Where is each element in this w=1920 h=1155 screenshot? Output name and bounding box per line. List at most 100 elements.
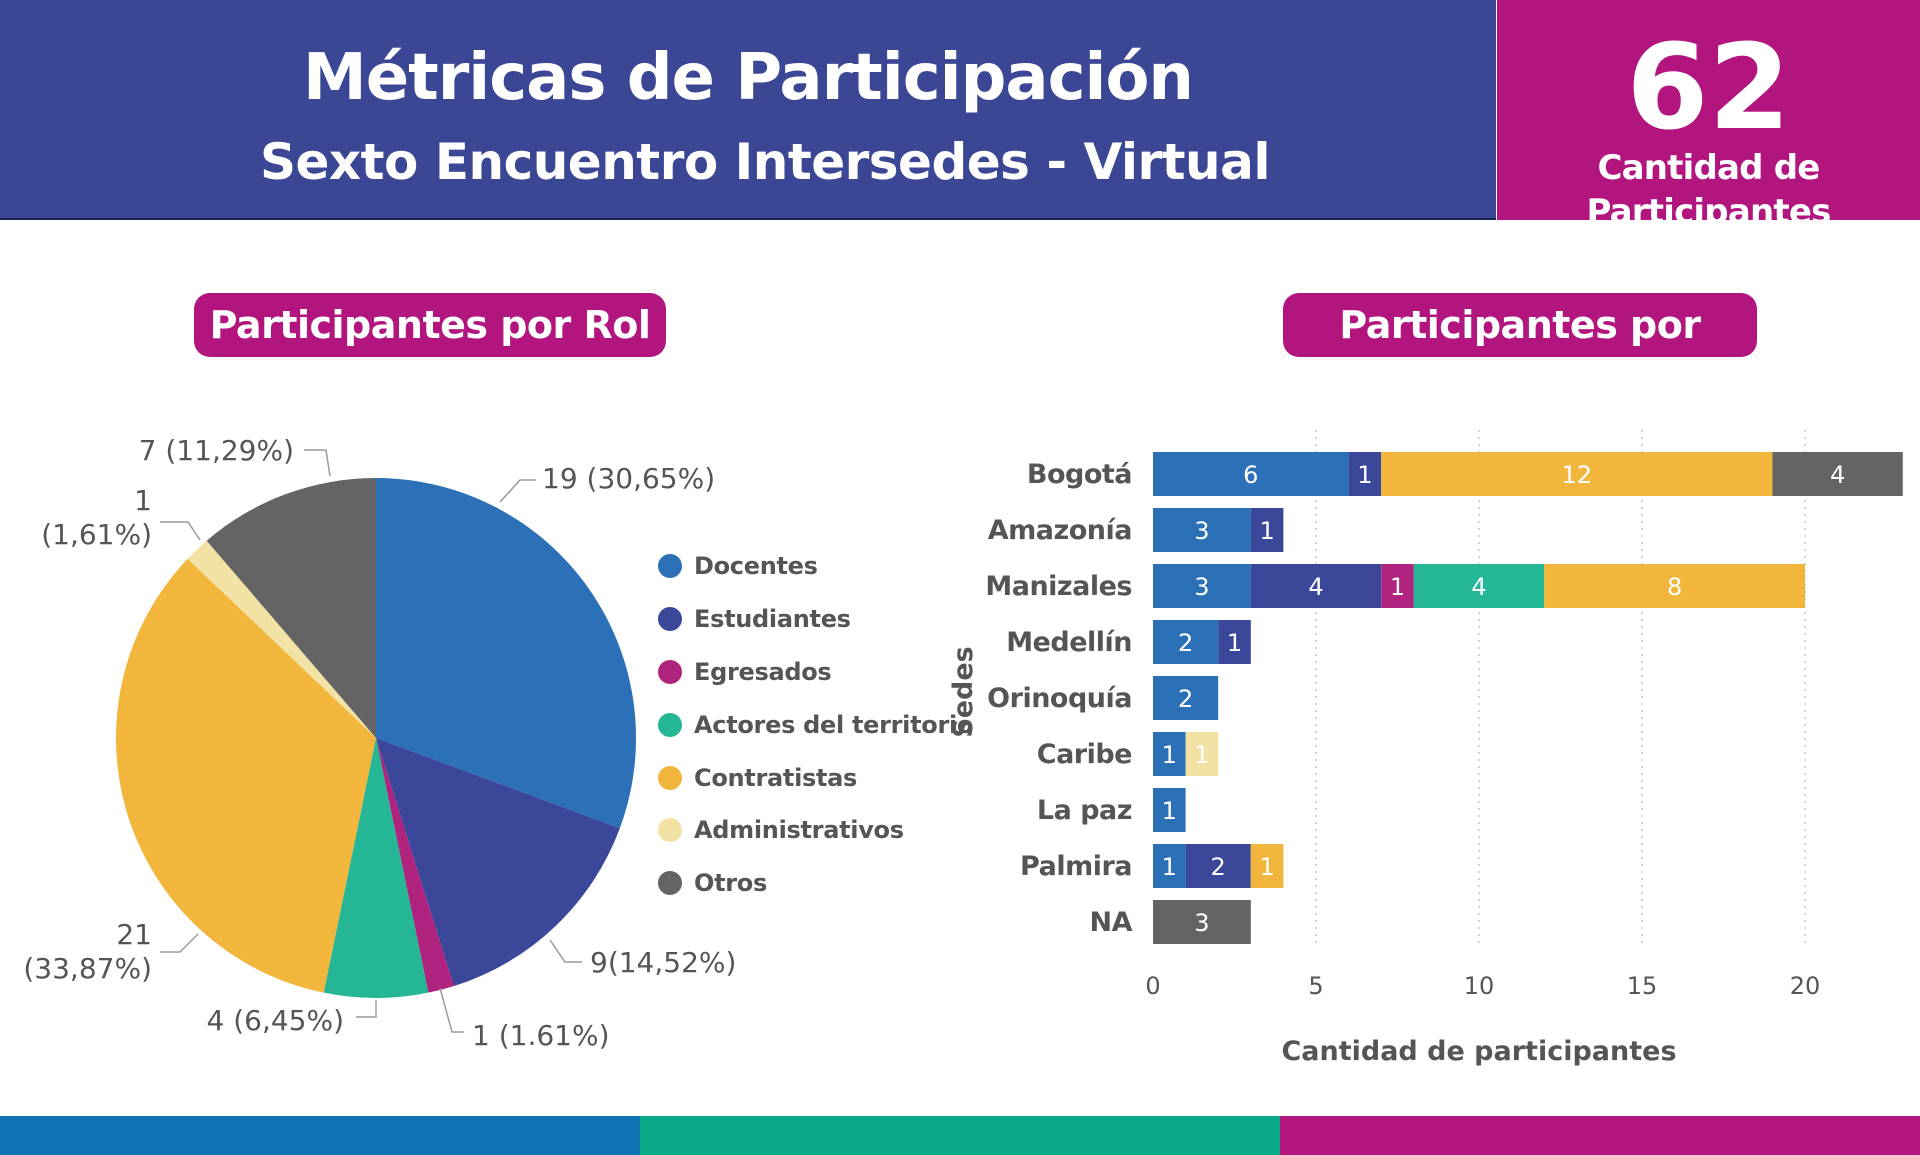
bar-value-label: 3 [1194, 909, 1209, 937]
bar-value-label: 8 [1667, 573, 1682, 601]
bar-segment-caribe-administrativos [1185, 732, 1219, 776]
legend-item-egresados: Egresados [658, 646, 973, 699]
bar-value-label: 4 [1308, 573, 1323, 601]
legend-swatch [658, 607, 682, 632]
bar-value-label: 2 [1178, 629, 1193, 657]
bar-segment-medellin-docentes [1153, 620, 1219, 664]
legend-label: Actores del territorio [694, 710, 974, 739]
pie-slice-actores-del-territorio [323, 738, 429, 999]
pie-label: 19 (30,65%) [542, 462, 715, 495]
bar-chart-title: Participantes por Sedes [1283, 293, 1757, 411]
bar-segment-amazonia-docentes [1153, 508, 1251, 552]
bar-value-label: 1 [1259, 853, 1274, 881]
bar-value-label: 1 [1162, 797, 1177, 825]
pie-leader-line [356, 1000, 377, 1018]
bar-segment-bogota-estudiantes [1348, 452, 1382, 496]
category-label-na: NA [1090, 907, 1133, 938]
category-label-palmira: Palmira [1020, 851, 1132, 882]
participant-count: 62 [1626, 18, 1791, 156]
legend-swatch [658, 712, 682, 737]
bar-segment-la-paz-docentes [1153, 788, 1186, 832]
pie-label: 1 (1.61%) [472, 1019, 610, 1052]
bar-value-label: 1 [1227, 629, 1242, 657]
bar-segment-bogota-docentes [1153, 452, 1349, 496]
bar-value-label: 3 [1194, 573, 1209, 601]
footer-strip-magenta [1280, 1116, 1920, 1155]
footer-strip-blue [0, 1116, 640, 1155]
bar-segment-caribe-docentes [1153, 732, 1186, 776]
category-label-orinoquia: Orinoquía [987, 683, 1132, 714]
bar-segment-na-otros [1153, 900, 1251, 944]
bar-segment-palmira-docentes [1153, 844, 1186, 888]
pie-chart: 19 (30,65%) 9(14,52%) 1 (1.61%) 4 (6,45%) 21… [23, 434, 736, 1052]
legend-swatch [658, 659, 682, 684]
bar-value-label: 2 [1211, 853, 1226, 881]
pie-label: 1 [134, 484, 152, 517]
x-axis-title: Cantidad de participantes [1281, 1036, 1676, 1067]
legend-label: Egresados [694, 657, 832, 686]
bar-value-label: 2 [1178, 685, 1193, 713]
bar-value-label: 1 [1259, 517, 1274, 545]
y-axis-title: Sedes [948, 646, 979, 737]
x-tick-label: 10 [1464, 972, 1495, 1000]
bar-segment-orinoquia-docentes [1153, 676, 1219, 720]
pie-slice-contratistas [115, 558, 376, 993]
bar-value-label: 1 [1162, 741, 1177, 769]
pie-label: 4 (6,45%) [206, 1004, 344, 1037]
bar-segment-palmira-contratistas [1250, 844, 1284, 888]
x-tick-label: 0 [1145, 972, 1160, 1000]
bar-value-label: 3 [1194, 517, 1209, 545]
legend-item-otros: Otros [658, 857, 973, 910]
category-label-medellin: Medellín [1006, 627, 1132, 658]
category-label-la-paz: La paz [1037, 795, 1132, 826]
legend-item-estudiantes: Estudiantes [658, 593, 973, 646]
pie-leader-line [499, 479, 536, 503]
pie-slice-docentes [376, 478, 637, 829]
pie-leader-line [160, 521, 201, 541]
page-title: Métricas de Participación [303, 41, 1194, 115]
pie-slice-administrativos [187, 540, 376, 738]
pie-slice-egresados [376, 738, 454, 993]
footer-strip-green [640, 1116, 1280, 1155]
bar-value-label: 1 [1357, 461, 1372, 489]
pie-label: 21 [116, 918, 152, 951]
legend-item-actores-del-territorio: Actores del territorio [658, 698, 973, 751]
category-label-caribe: Caribe [1037, 739, 1132, 770]
bar-segment-medellin-estudiantes [1218, 620, 1251, 664]
category-label-bogota: Bogotá [1027, 459, 1132, 490]
bar-value-label: 4 [1471, 573, 1486, 601]
pie-slice-estudiantes [376, 738, 620, 987]
bar-segment-manizales-estudiantes [1250, 564, 1382, 608]
participant-count-panel [1497, 0, 1920, 220]
category-label-amazonia: Amazonía [988, 515, 1132, 546]
bar-segment-manizales-contratistas [1544, 564, 1805, 608]
pie-leader-line [160, 933, 199, 953]
bar-value-label: 1 [1162, 853, 1177, 881]
bar-value-label: 12 [1562, 461, 1593, 489]
legend-swatch [658, 818, 682, 843]
bar-segment-bogota-contratistas [1381, 452, 1773, 496]
pie-legend: Docentes Estudiantes Egresados Actores del … [658, 540, 973, 910]
bar-segment-bogota-otros [1772, 452, 1903, 496]
legend-item-administrativos: Administrativos [658, 804, 973, 857]
legend-label: Estudiantes [694, 605, 851, 634]
bar-segment-manizales-egresados [1381, 564, 1414, 608]
legend-swatch [658, 765, 682, 790]
bar-value-label: 6 [1243, 461, 1258, 489]
bar-value-label: 1 [1390, 573, 1405, 601]
legend-swatch [658, 871, 682, 896]
legend-label: Contratistas [694, 763, 858, 792]
legend-item-docentes: Docentes [658, 540, 973, 593]
pie-leader-line [304, 449, 331, 477]
pie-leader-line [439, 987, 464, 1033]
legend-label: Otros [694, 869, 767, 898]
participant-count-label: Cantidad de Participantes [1586, 148, 1831, 232]
category-label-manizales: Manizales [985, 571, 1132, 602]
legend-swatch [658, 554, 682, 579]
legend-label: Administrativos [694, 816, 904, 845]
pie-label: (1,61%) [41, 518, 152, 551]
header-banner [0, 0, 1496, 220]
pie-chart-title: Participantes por Rol [194, 293, 666, 357]
x-tick-label: 20 [1790, 972, 1821, 1000]
